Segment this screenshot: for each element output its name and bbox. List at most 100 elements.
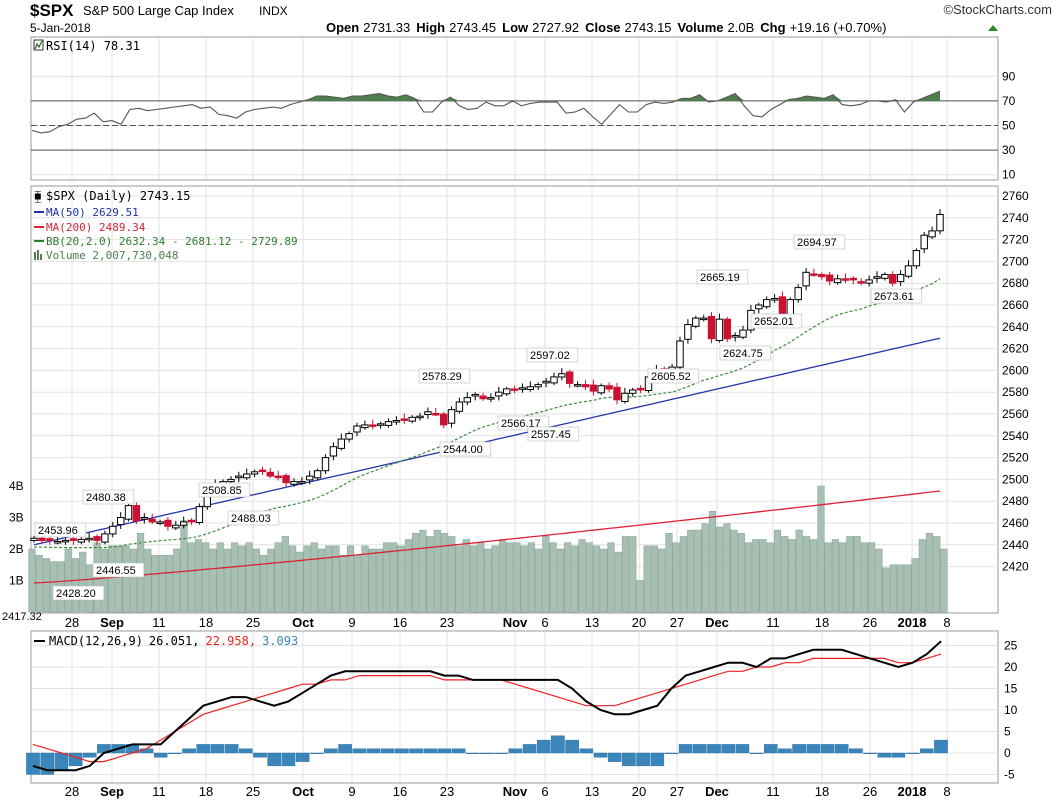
candle-body (542, 380, 550, 384)
volume-bar (484, 548, 492, 613)
volume-legend-icon (34, 250, 42, 260)
candle-body (290, 481, 298, 485)
volume-bar (506, 542, 514, 613)
volume-bar (708, 510, 716, 613)
bb-middle-line (33, 278, 941, 549)
candle-body (353, 425, 361, 433)
price-annotation-box (719, 345, 772, 361)
candle-body (566, 371, 574, 384)
exchange-label: INDX (259, 4, 288, 18)
rsi-legend: RSI(14) 78.31 (33, 39, 140, 53)
price-x-tick-label: 6 (541, 615, 548, 630)
rsi-y-tick-label: 10 (1002, 168, 1016, 182)
macd-histogram-bar (636, 752, 650, 767)
macd-histogram-bar (849, 748, 863, 754)
stat-high: 2743.45 (449, 20, 496, 35)
macd-x-tick-label: 13 (585, 784, 599, 799)
candle-body (518, 387, 527, 390)
volume-bar (578, 539, 586, 613)
svg-text:MACD(12,26,9)26.051,22.958,3.0: MACD(12,26,9) 26.051, 22.958, 3.093 (49, 634, 298, 648)
macd-histogram-bar (224, 744, 239, 754)
candle-body (904, 265, 913, 277)
candle-body (629, 389, 637, 394)
price-y-tick-label: 2680 (1002, 276, 1029, 290)
volume-bar (325, 545, 333, 613)
macd-x-tick-label: Sep (100, 784, 124, 799)
volume-bar (397, 545, 405, 613)
macd-line (32, 640, 942, 772)
volume-bar (788, 539, 796, 613)
volume-y-tick-label: 4B (9, 479, 24, 493)
volume-bar (498, 539, 507, 613)
volume-bar (223, 548, 231, 613)
candle-body (833, 278, 842, 284)
price-annotation-box (526, 347, 579, 363)
volume-bar (108, 545, 116, 613)
volume-bar (716, 526, 724, 613)
volume-bar (339, 555, 347, 613)
candle-body (487, 397, 495, 400)
price-x-tick-label: 8 (943, 615, 950, 630)
macd-histogram-bar (352, 748, 367, 754)
macd-histogram-bar (281, 752, 296, 767)
stat-label-open: Open (326, 20, 359, 35)
volume-bar (310, 542, 318, 613)
price-x-tick-label: 27 (670, 615, 684, 630)
candle-body (471, 393, 479, 397)
price-y-tick-label: 2500 (1002, 472, 1029, 486)
volume-bar (853, 536, 861, 613)
macd-x-tick-label: Oct (292, 784, 314, 799)
volume-bar (361, 545, 369, 613)
price-y-tick-label: 2460 (1002, 516, 1029, 530)
volume-bar (375, 548, 383, 613)
candle-body (723, 318, 731, 340)
candle-body (841, 278, 850, 281)
volume-bar (129, 548, 137, 613)
volume-legend-text: Volume 2,007,730,048 (46, 249, 178, 262)
candle-body (298, 481, 306, 484)
macd-histogram-bar (494, 752, 509, 755)
candle-body (392, 420, 401, 423)
volume-bar (556, 548, 564, 613)
axis-labels: 28 28 Sep Sep 11 11 18 18 25 25 Oct Oct 9 9 16 16 23 23 No… (9, 69, 1029, 799)
volume-bar (35, 555, 43, 613)
candle-body (321, 457, 330, 472)
price-x-tick-label: Oct (292, 615, 314, 630)
volume-bar (766, 542, 774, 613)
volume-bar (846, 536, 854, 613)
volume-bar (28, 548, 36, 613)
candle-body (93, 536, 101, 541)
candle-body (700, 317, 708, 321)
macd-histogram-bar (480, 752, 494, 755)
macd-histogram-bar (820, 744, 835, 754)
candle-body (510, 388, 519, 391)
volume-bar (122, 545, 130, 613)
volume-bar (346, 545, 355, 613)
candle-body (376, 423, 385, 426)
macd-histogram-bar (182, 748, 196, 754)
candle-body (243, 473, 251, 479)
macd-histogram-bar (253, 752, 267, 758)
volume-bar (100, 548, 108, 613)
price-annotation-label: 2694.97 (797, 237, 837, 249)
volume-bars (28, 485, 948, 613)
macd-histogram-bar (764, 744, 778, 754)
price-x-tick-label: 20 (632, 615, 646, 630)
volume-bar (730, 529, 738, 613)
volume-bar (868, 542, 876, 613)
price-annotation-box (750, 313, 803, 329)
price-x-tick-label: Nov (503, 615, 528, 630)
candle-body (849, 277, 857, 281)
volume-bar (332, 545, 340, 613)
volume-bar (672, 542, 680, 613)
macd-x-tick-label: 28 (65, 784, 79, 799)
macd-histogram-bar (338, 744, 352, 754)
price-y-tick-label: 2660 (1002, 298, 1029, 312)
candle-body (46, 538, 54, 541)
signal-legend-value: 22.958, (206, 634, 257, 648)
rsi-panel (31, 90, 998, 151)
macd-y-tick-label: 5 (1004, 725, 1011, 739)
candle-body (432, 413, 440, 416)
price-annotation-label: 2605.52 (651, 371, 691, 383)
